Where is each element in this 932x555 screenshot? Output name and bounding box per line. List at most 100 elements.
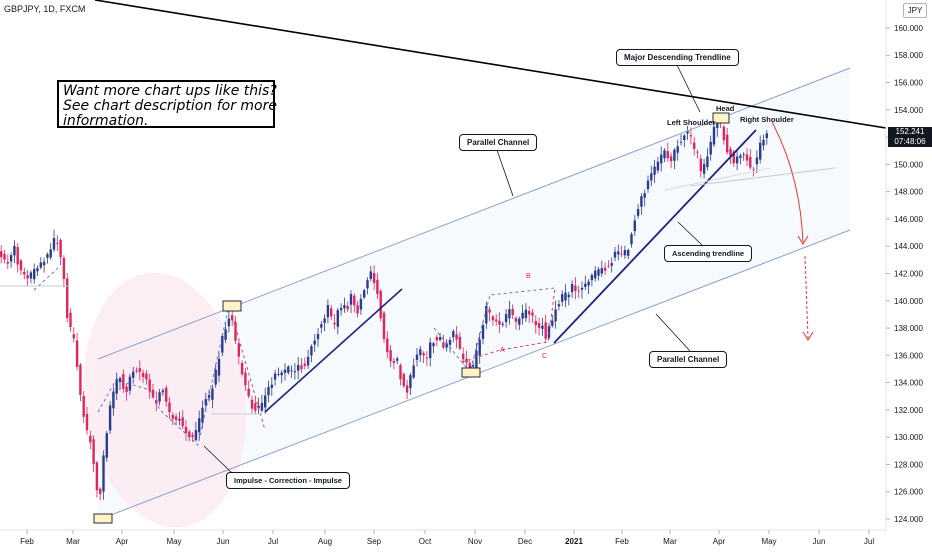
- candle-body: [696, 151, 699, 153]
- x-tick-label: May: [166, 537, 181, 546]
- candle-body: [72, 334, 75, 339]
- candle-body: [247, 388, 250, 397]
- y-tick-label: 134.000: [894, 379, 923, 388]
- candle-body: [102, 455, 105, 492]
- candle-body: [52, 238, 56, 250]
- candle-body: [442, 342, 445, 348]
- candle-body: [92, 439, 95, 464]
- wave-dashed-red-2: [461, 287, 556, 363]
- candle-body: [663, 150, 666, 159]
- candle-body: [666, 151, 669, 159]
- callout-pointer-impulse: [203, 445, 233, 474]
- candle-body: [257, 405, 260, 408]
- candle-body: [511, 308, 514, 316]
- candle-body: [544, 322, 547, 339]
- candle-body: [339, 307, 343, 311]
- channel-fill: [98, 68, 850, 520]
- candle-body: [693, 142, 696, 149]
- candle-body: [537, 323, 541, 329]
- candle-body: [458, 336, 462, 349]
- y-tick-label: 140.000: [894, 297, 923, 306]
- candle-body: [118, 378, 122, 382]
- candle-body: [656, 161, 660, 171]
- candle-body: [326, 304, 330, 318]
- candle-body: [432, 343, 435, 347]
- x-tick-label: Feb: [20, 537, 34, 546]
- left-shoulder-label: Left Shoulder: [667, 118, 716, 127]
- candle-body: [211, 388, 214, 400]
- candle-body: [244, 372, 247, 386]
- candle-body: [363, 290, 366, 298]
- y-tick-label: 158.000: [894, 51, 923, 60]
- y-tick-label: 130.000: [894, 433, 923, 442]
- candle-body: [300, 365, 303, 370]
- candle-body: [514, 317, 518, 322]
- candle-body: [620, 253, 623, 255]
- candle-body: [699, 158, 702, 172]
- candle-body: [115, 378, 118, 394]
- candle-body: [735, 156, 739, 164]
- y-tick-label: 136.000: [894, 351, 923, 360]
- wave-a-label: A: [500, 347, 505, 354]
- candle-body: [16, 247, 19, 265]
- candle-body: [330, 308, 333, 317]
- candle-body: [528, 311, 531, 315]
- candle-body: [336, 310, 339, 327]
- candle-body: [346, 305, 349, 310]
- callout-pointer-major: [675, 62, 701, 113]
- trend-segment-summer: [264, 288, 403, 413]
- candle-body: [732, 151, 735, 164]
- projection-drop: [804, 255, 809, 339]
- x-tick-label: Feb: [615, 537, 629, 546]
- candle-body: [201, 407, 204, 423]
- x-tick-label: Aug: [318, 537, 332, 546]
- candle-body: [726, 134, 729, 153]
- candle-body: [89, 435, 92, 443]
- candle-body: [254, 403, 257, 411]
- candle-body: [412, 365, 415, 378]
- candle-body: [501, 323, 504, 325]
- candle-body: [636, 209, 640, 216]
- candle-body: [524, 309, 528, 319]
- candle-body: [9, 255, 13, 262]
- candle-body: [343, 304, 346, 309]
- candle-body: [168, 402, 171, 413]
- candle-body: [409, 375, 412, 389]
- candle-body: [66, 278, 69, 318]
- candle-body: [551, 320, 554, 326]
- candle-body: [722, 126, 726, 141]
- candle-body: [646, 180, 650, 190]
- candle-body: [485, 305, 488, 324]
- projection-arrow-1: [797, 235, 809, 245]
- candle-body: [349, 294, 353, 305]
- candle-body: [488, 309, 491, 313]
- candle-body: [273, 373, 277, 380]
- candle-body: [132, 371, 135, 378]
- candle-body: [56, 243, 59, 244]
- candle-body: [82, 396, 85, 417]
- candle-body: [508, 309, 511, 319]
- candle-body: [478, 339, 481, 356]
- candle-body: [402, 373, 405, 387]
- candle-body: [161, 390, 165, 393]
- candle-body: [468, 362, 471, 370]
- candle-body: [62, 258, 66, 279]
- candle-body: [287, 366, 290, 373]
- candle-body: [95, 462, 99, 491]
- candle-body: [518, 318, 521, 325]
- candle-body: [679, 141, 683, 143]
- candle-body: [422, 353, 425, 356]
- candle-body: [26, 275, 29, 279]
- candle-body: [716, 123, 719, 129]
- candle-body: [151, 389, 155, 398]
- candle-body: [712, 126, 716, 145]
- candle-body: [0, 251, 3, 258]
- y-tick-label: 156.000: [894, 79, 923, 88]
- x-tick-label: Jul: [864, 537, 874, 546]
- candle-body: [729, 148, 732, 156]
- candle-body: [303, 363, 306, 367]
- candle-body: [630, 234, 633, 245]
- y-tick-label: 144.000: [894, 242, 923, 251]
- currency-badge[interactable]: JPY: [903, 3, 927, 18]
